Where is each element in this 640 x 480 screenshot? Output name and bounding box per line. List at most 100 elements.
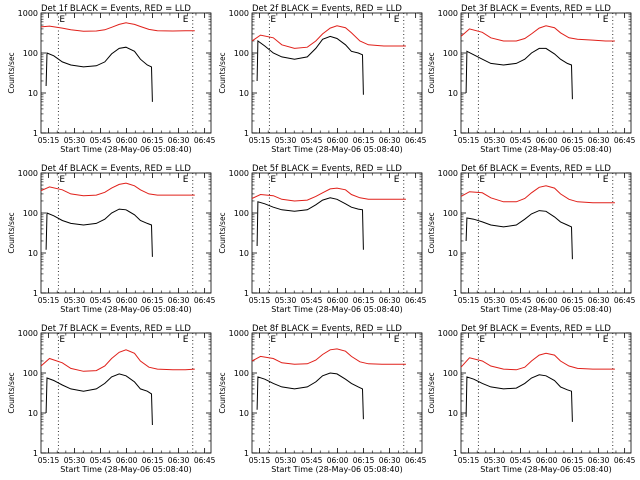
x-tick-label: 06:15 [142, 456, 164, 465]
chart-title: Det 5f BLACK = Events, RED = LLD [252, 164, 402, 174]
x-tick-label: 06:45 [614, 136, 636, 145]
x-tick-label: 06:00 [116, 296, 138, 305]
y-tick-label: 1 [453, 289, 458, 298]
x-axis-label: Start Time (28-May-06 05:08:40) [271, 145, 402, 154]
x-tick-label: 06:00 [116, 456, 138, 465]
x-axis-label: Start Time (28-May-06 05:08:40) [480, 145, 611, 154]
x-tick-label: 05:30 [275, 136, 297, 145]
window-marker-label: E [394, 175, 400, 185]
x-tick-label: 05:30 [484, 136, 506, 145]
x-axis-label: Start Time (28-May-06 05:08:40) [60, 145, 191, 154]
chart-title: Det 4f BLACK = Events, RED = LLD [41, 164, 191, 174]
x-tick-label: 05:45 [510, 296, 532, 305]
plot-frame [251, 12, 423, 134]
y-tick-label: 1 [33, 289, 38, 298]
window-marker-label: E [603, 335, 609, 345]
lld-series-line [251, 187, 406, 202]
y-axis-label: Counts/sec [7, 52, 16, 93]
x-tick-label: 06:00 [327, 456, 349, 465]
y-tick-label: 10 [448, 89, 458, 98]
window-marker-label: E [270, 15, 276, 25]
y-tick-label: 100 [443, 369, 458, 378]
x-tick-label: 06:45 [194, 456, 216, 465]
x-tick-label: 06:15 [142, 296, 164, 305]
x-tick-label: 06:45 [405, 456, 427, 465]
chart-title: Det 7f BLACK = Events, RED = LLD [41, 324, 191, 334]
plot-frame [460, 332, 632, 454]
lld-series-line [40, 22, 195, 32]
x-tick-label: 06:00 [327, 136, 349, 145]
x-axis-label: Start Time (28-May-06 05:08:40) [60, 305, 191, 314]
x-axis-label: Start Time (28-May-06 05:08:40) [480, 465, 611, 474]
chart-title: Det 6f BLACK = Events, RED = LLD [461, 164, 611, 174]
y-tick-label: 1000 [229, 9, 249, 18]
events-series-line [465, 47, 573, 100]
x-tick-label: 05:45 [301, 456, 323, 465]
y-tick-label: 1 [33, 129, 38, 138]
x-tick-label: 05:45 [510, 136, 532, 145]
window-marker-label: E [59, 15, 65, 25]
x-tick-label: 05:30 [64, 456, 86, 465]
x-tick-label: 06:30 [379, 136, 401, 145]
y-tick-label: 1000 [18, 9, 38, 18]
x-tick-label: 06:30 [379, 296, 401, 305]
y-tick-label: 1000 [18, 329, 38, 338]
events-series-line [256, 197, 364, 250]
y-tick-label: 100 [23, 369, 38, 378]
x-tick-label: 05:45 [301, 296, 323, 305]
chart-title: Det 2f BLACK = Events, RED = LLD [252, 4, 402, 14]
x-tick-label: 06:45 [614, 296, 636, 305]
window-marker-label: E [479, 335, 485, 345]
x-tick-label: 05:15 [458, 456, 480, 465]
y-tick-label: 1000 [229, 169, 249, 178]
y-tick-label: 1000 [438, 329, 458, 338]
y-axis-label: Counts/sec [7, 372, 16, 413]
y-tick-label: 1 [244, 449, 249, 458]
y-tick-label: 10 [448, 249, 458, 258]
x-tick-label: 05:15 [38, 136, 60, 145]
lld-series-line [40, 182, 195, 197]
x-tick-label: 06:15 [562, 456, 584, 465]
y-axis-label: Counts/sec [218, 52, 227, 93]
y-axis-label: Counts/sec [218, 212, 227, 253]
y-tick-label: 1000 [18, 169, 38, 178]
events-series-line [465, 210, 573, 260]
window-marker-label: E [183, 15, 189, 25]
y-axis-label: Counts/sec [7, 212, 16, 253]
y-tick-label: 10 [239, 89, 249, 98]
window-marker-label: E [394, 335, 400, 345]
y-tick-label: 10 [28, 89, 38, 98]
x-axis-label: Start Time (28-May-06 05:08:40) [271, 465, 402, 474]
x-tick-label: 06:45 [194, 296, 216, 305]
lld-series-line [40, 349, 195, 372]
y-tick-label: 1000 [438, 169, 458, 178]
events-series-line [465, 374, 573, 422]
window-marker-label: E [183, 175, 189, 185]
lld-series-line [460, 185, 615, 204]
window-marker-label: E [603, 175, 609, 185]
y-tick-label: 10 [28, 249, 38, 258]
chart-title: Det 9f BLACK = Events, RED = LLD [461, 324, 611, 334]
x-tick-label: 06:30 [588, 456, 610, 465]
window-marker-label: E [59, 175, 65, 185]
y-tick-label: 1000 [438, 9, 458, 18]
x-tick-label: 06:45 [614, 456, 636, 465]
x-tick-label: 06:00 [536, 456, 558, 465]
y-axis-label: Counts/sec [427, 212, 436, 253]
y-tick-label: 100 [443, 209, 458, 218]
x-tick-label: 06:30 [588, 296, 610, 305]
x-tick-label: 06:30 [168, 296, 190, 305]
x-tick-label: 06:45 [405, 296, 427, 305]
window-marker-label: E [394, 15, 400, 25]
x-tick-label: 05:15 [249, 456, 271, 465]
x-tick-label: 06:15 [353, 296, 375, 305]
y-tick-label: 10 [448, 409, 458, 418]
y-tick-label: 100 [234, 209, 249, 218]
x-tick-label: 05:30 [64, 296, 86, 305]
plot-frame [40, 172, 212, 294]
x-axis-label: Start Time (28-May-06 05:08:40) [271, 305, 402, 314]
